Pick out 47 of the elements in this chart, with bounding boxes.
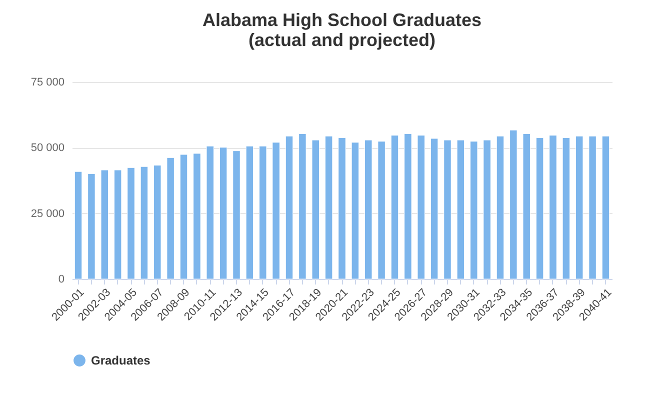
bar (206, 146, 214, 280)
bar (154, 165, 162, 280)
bar (272, 142, 280, 280)
bar (246, 146, 254, 280)
bar (364, 140, 372, 280)
legend-label: Graduates (91, 354, 151, 368)
bar (298, 133, 306, 280)
bar (285, 136, 294, 280)
bar (562, 137, 570, 280)
bar (378, 141, 386, 280)
y-tick-label: 0 (58, 274, 64, 286)
bar (219, 147, 228, 280)
chart-title: Alabama High School Graduates (actual and projected) (202, 10, 482, 50)
bar (232, 150, 240, 280)
bar (470, 141, 478, 280)
bar (88, 173, 96, 280)
bar (483, 140, 491, 280)
y-tick-label: 25 000 (30, 208, 64, 220)
bar (602, 136, 610, 280)
bar (510, 130, 518, 280)
bar (140, 166, 148, 280)
bar (193, 153, 201, 280)
bar (522, 133, 530, 280)
bar (127, 167, 135, 280)
bar (100, 170, 109, 280)
bar (312, 140, 320, 280)
bar (166, 157, 174, 280)
bar (549, 135, 557, 280)
bar (259, 146, 267, 280)
bar (417, 135, 425, 280)
bar (74, 171, 82, 280)
y-tick-label: 50 000 (30, 142, 64, 154)
bar (390, 135, 399, 280)
bar (588, 136, 596, 280)
bar (496, 136, 504, 280)
bar (456, 140, 465, 280)
bar (430, 138, 438, 280)
bar (324, 136, 333, 280)
bar (114, 170, 122, 280)
bar (338, 137, 346, 280)
bar (575, 136, 584, 280)
bar (351, 142, 360, 280)
bar (180, 154, 188, 280)
y-tick-label: 75 000 (30, 76, 64, 88)
bar (444, 140, 452, 280)
bar (404, 133, 412, 280)
bar (536, 137, 544, 280)
